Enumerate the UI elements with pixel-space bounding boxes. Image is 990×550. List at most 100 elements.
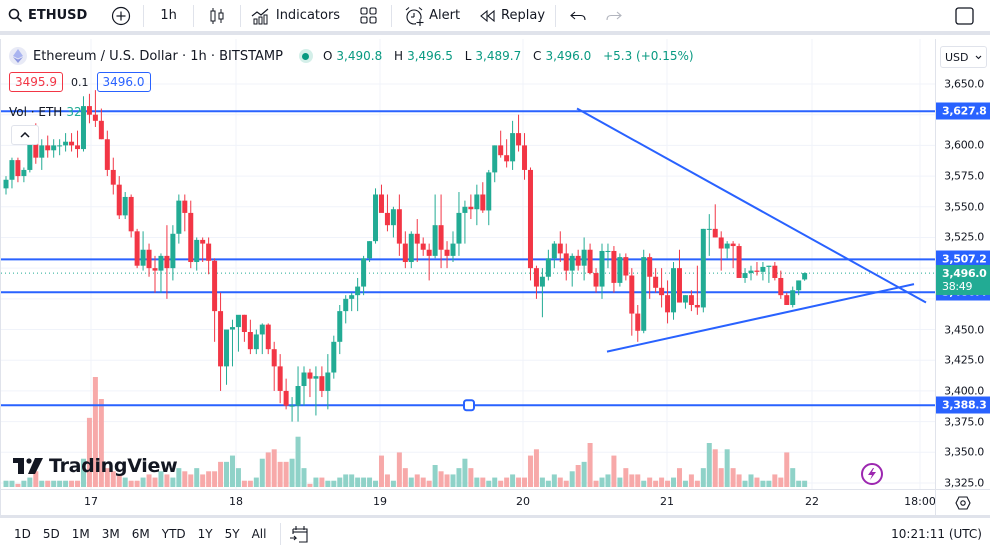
volume-bar	[63, 480, 69, 487]
last-price-value: 3,496.0	[942, 267, 987, 281]
time-axis[interactable]: 17 18 19 20 21 22 18:00	[0, 489, 936, 515]
bar-countdown: 38:49	[942, 280, 973, 294]
sell-button[interactable]: 3495.9	[9, 72, 63, 92]
utc-clock[interactable]: 10:21:11 (UTC)	[891, 527, 982, 541]
volume-bar	[39, 480, 45, 487]
range-button-3m[interactable]: 3M	[101, 527, 120, 541]
compare-symbol-button[interactable]	[95, 0, 141, 33]
volume-bar	[116, 474, 122, 487]
candle-body	[510, 133, 516, 162]
price-axis[interactable]: USD 3,650.0 3,600.0 3,575.0 3,550.0 3,525.0 3…	[935, 39, 990, 490]
interval-button[interactable]: 1h	[146, 0, 191, 33]
close-key: C	[533, 49, 542, 63]
volume-bar	[319, 477, 325, 487]
candle-body	[384, 212, 390, 226]
candle-body	[390, 209, 396, 226]
volume-bar	[259, 458, 265, 487]
range-button-all[interactable]: All	[251, 527, 267, 541]
candle-body	[253, 334, 259, 350]
redo-button[interactable]	[598, 0, 630, 33]
indicators-button[interactable]: Indicators	[243, 0, 348, 33]
ethereum-logo-icon	[9, 47, 27, 65]
candle-body	[730, 243, 736, 247]
replay-button[interactable]: Replay	[468, 0, 553, 33]
divider	[391, 4, 393, 27]
search-icon	[8, 8, 23, 23]
undo-button[interactable]	[558, 0, 598, 33]
drawing-anchor-handle[interactable]	[463, 399, 475, 412]
range-button-1d[interactable]: 1D	[14, 527, 31, 541]
candle-body	[218, 311, 224, 367]
volume-bar	[277, 461, 283, 487]
volume-bar	[724, 449, 730, 487]
axis-settings-button[interactable]	[935, 489, 990, 515]
alert-label: Alert	[429, 8, 461, 23]
candle-body	[152, 268, 158, 271]
range-button-6m[interactable]: 6M	[131, 527, 150, 541]
lightning-icon[interactable]	[861, 463, 883, 485]
chart-type-button[interactable]	[196, 0, 238, 33]
price-tick-label: 3,350.0	[944, 445, 984, 459]
currency-select[interactable]: USD	[940, 46, 987, 68]
buy-button[interactable]: 3496.0	[96, 72, 151, 92]
candle-body	[688, 295, 694, 305]
layouts-button[interactable]	[348, 0, 389, 33]
candle-body	[301, 372, 307, 387]
candle-body	[182, 200, 188, 213]
market-status-icon[interactable]	[298, 49, 313, 63]
fullscreen-button[interactable]	[939, 0, 990, 33]
candle-body	[259, 324, 265, 335]
range-button-1m[interactable]: 1M	[71, 527, 90, 541]
range-button-5d[interactable]: 5D	[42, 527, 60, 541]
candle-body	[712, 228, 718, 238]
last-price-tag: 3,496.0 38:49	[936, 265, 990, 296]
candle-body	[3, 179, 9, 189]
price-tick-label: 3,650.0	[944, 77, 984, 91]
candle-body	[516, 133, 522, 146]
candle-body	[57, 145, 63, 147]
range-button-1y[interactable]: 1Y	[197, 527, 213, 541]
tradingview-logo[interactable]: TradingView	[13, 455, 178, 477]
price-tick-label: 3,450.0	[944, 323, 984, 337]
volume-bar	[420, 477, 426, 487]
candle-body	[760, 266, 766, 272]
chart-pane[interactable]: Ethereum / U.S. Dollar · 1h · BITSTAMP O…	[0, 39, 936, 489]
range-button-5y[interactable]: 5Y	[224, 527, 240, 541]
volume-bar	[361, 477, 367, 487]
volume-bar	[92, 377, 98, 487]
candle-body	[569, 255, 575, 271]
volume-bar	[86, 417, 92, 487]
candle-body	[128, 196, 134, 232]
volume-bar	[182, 471, 188, 487]
collapse-legend-button[interactable]	[11, 125, 39, 145]
price-level-tag: 3,627.8	[936, 102, 990, 120]
volume-bar	[617, 477, 623, 487]
volume-bar	[295, 436, 301, 487]
volume-bar	[778, 477, 784, 487]
candle-body	[778, 277, 784, 296]
price-chart[interactable]	[1, 39, 936, 489]
volume-bar	[134, 480, 140, 487]
volume-bar	[57, 480, 63, 487]
price-tick-label: 3,600.0	[944, 138, 984, 152]
trendline-drawing[interactable]	[576, 107, 927, 304]
candle-body	[790, 290, 796, 305]
alert-button[interactable]: Alert	[394, 0, 468, 33]
candle-body	[21, 169, 27, 177]
go-to-date-button[interactable]	[289, 525, 309, 543]
candle-body	[396, 209, 402, 244]
candle-body	[229, 327, 235, 330]
volume-bar	[51, 480, 57, 487]
undo-icon	[570, 10, 586, 22]
volume-bar	[247, 480, 253, 487]
candle-body	[307, 372, 313, 379]
range-button-ytd[interactable]: YTD	[161, 527, 186, 541]
trendline-drawing[interactable]	[606, 283, 915, 353]
candle-body	[277, 366, 283, 391]
symbol-title[interactable]: Ethereum / U.S. Dollar · 1h · BITSTAMP	[33, 48, 283, 64]
symbol-search-button[interactable]: ETHUSD	[0, 0, 95, 33]
candle-body	[343, 298, 349, 312]
price-tick-label: 3,375.0	[944, 415, 984, 429]
volume-bar	[384, 474, 390, 487]
candle-body	[69, 141, 75, 146]
